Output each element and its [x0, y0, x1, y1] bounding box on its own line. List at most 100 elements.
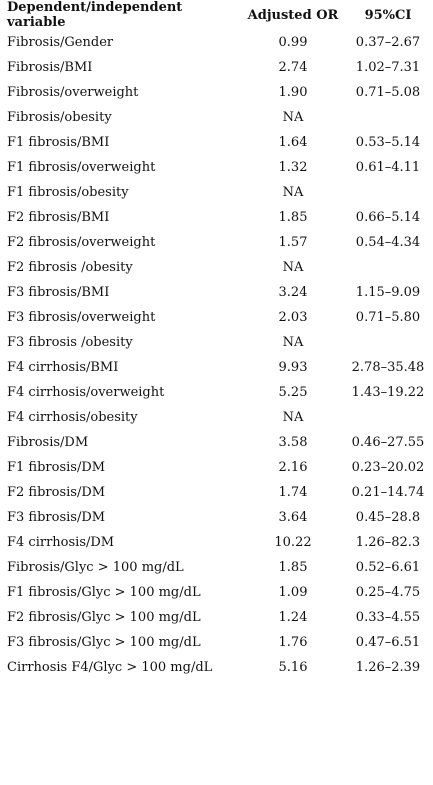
table-row: F4 cirrhosis/obesity NA: [0, 405, 433, 430]
table-row: F3 fibrosis/Glyc > 100 mg/dL 1.76 0.47–6.5…: [0, 630, 433, 655]
cell-adjusted-or: 1.32: [278, 160, 308, 175]
cell-adjusted-or: NA: [282, 260, 304, 275]
cell-adjusted-or: NA: [282, 410, 304, 425]
cell-adjusted-or: 1.76: [278, 635, 308, 650]
table-row: F1 fibrosis/Glyc > 100 mg/dL 1.09 0.25–4.7…: [0, 580, 433, 605]
cell-adjusted-or: NA: [282, 185, 304, 200]
table-row: F2 fibrosis/Glyc > 100 mg/dL 1.24 0.33–4.5…: [0, 605, 433, 630]
cell-ci: 0.71–5.08: [355, 85, 421, 100]
table-row: F2 fibrosis /obesity NA: [0, 255, 433, 280]
cell-variable: F1 fibrosis/obesity: [7, 185, 129, 200]
table-row: F3 fibrosis/BMI 3.24 1.15–9.09: [0, 280, 433, 305]
cell-ci: 0.71–5.80: [355, 310, 421, 325]
cell-adjusted-or: 5.16: [278, 660, 308, 675]
table-row: Fibrosis/obesity NA: [0, 105, 433, 130]
cell-variable: F2 fibrosis/DM: [7, 485, 106, 500]
table-body: Fibrosis/Gender 0.99 0.37–2.67 Fibrosis/BMI…: [0, 30, 433, 680]
cell-adjusted-or: 3.64: [278, 510, 308, 525]
cell-ci: [343, 180, 433, 205]
cell-variable: F4 cirrhosis/overweight: [7, 385, 165, 400]
cell-ci: [343, 330, 433, 355]
table-row: F4 cirrhosis/overweight 5.25 1.43–19.22: [0, 380, 433, 405]
cell-adjusted-or: 10.22: [274, 535, 312, 550]
table-row: Fibrosis/overweight 1.90 0.71–5.08: [0, 80, 433, 105]
cell-adjusted-or: 5.25: [278, 385, 308, 400]
cell-adjusted-or: 2.74: [278, 60, 308, 75]
header-adjusted-or: Adjusted OR: [247, 7, 339, 23]
cell-variable: Fibrosis/overweight: [7, 85, 139, 100]
cell-ci: 0.61–4.11: [355, 160, 421, 175]
cell-ci: 1.43–19.22: [351, 385, 425, 400]
cell-ci: 0.37–2.67: [355, 35, 421, 50]
table-row: F3 fibrosis/DM 3.64 0.45–28.8: [0, 505, 433, 530]
cell-ci: 0.53–5.14: [355, 135, 421, 150]
cell-adjusted-or: 9.93: [278, 360, 308, 375]
table-row: F3 fibrosis/overweight 2.03 0.71–5.80: [0, 305, 433, 330]
cell-variable: Fibrosis/obesity: [7, 110, 112, 125]
cell-ci: 1.15–9.09: [355, 285, 421, 300]
cell-variable: Fibrosis/Gender: [7, 35, 114, 50]
cell-variable: F3 fibrosis/DM: [7, 510, 106, 525]
table-header: Dependent/independent variable Adjusted …: [0, 0, 433, 30]
cell-variable: Fibrosis/DM: [7, 435, 89, 450]
cell-variable: F3 fibrosis/BMI: [7, 285, 110, 300]
cell-adjusted-or: NA: [282, 110, 304, 125]
table-row: F2 fibrosis/DM 1.74 0.21–14.74: [0, 480, 433, 505]
cell-ci: 0.21–14.74: [351, 485, 425, 500]
cell-ci: [343, 405, 433, 430]
table-row: Fibrosis/Gender 0.99 0.37–2.67: [0, 30, 433, 55]
cell-variable: Fibrosis/BMI: [7, 60, 93, 75]
cell-adjusted-or: 1.24: [278, 610, 308, 625]
cell-ci: [343, 105, 433, 130]
cell-adjusted-or: 1.74: [278, 485, 308, 500]
cell-ci: 0.46–27.55: [351, 435, 425, 450]
cell-variable: F2 fibrosis/overweight: [7, 235, 156, 250]
table-row: F1 fibrosis/overweight 1.32 0.61–4.11: [0, 155, 433, 180]
cell-variable: F3 fibrosis/Glyc > 100 mg/dL: [7, 635, 201, 650]
header-ci: 95%CI: [364, 7, 412, 23]
header-row: Dependent/independent variable Adjusted …: [0, 0, 433, 30]
or-table-container: Dependent/independent variable Adjusted …: [0, 0, 433, 680]
cell-variable: F2 fibrosis /obesity: [7, 260, 133, 275]
table-row: F2 fibrosis/BMI 1.85 0.66–5.14: [0, 205, 433, 230]
cell-adjusted-or: 1.85: [278, 210, 308, 225]
cell-ci: 1.26–82.3: [355, 535, 421, 550]
cell-variable: F4 cirrhosis/obesity: [7, 410, 138, 425]
cell-ci: 0.54–4.34: [355, 235, 421, 250]
cell-variable: F1 fibrosis/Glyc > 100 mg/dL: [7, 585, 201, 600]
cell-variable: F4 cirrhosis/BMI: [7, 360, 119, 375]
cell-adjusted-or: 3.24: [278, 285, 308, 300]
table-row: F1 fibrosis/DM 2.16 0.23–20.02: [0, 455, 433, 480]
cell-adjusted-or: 2.16: [278, 460, 308, 475]
table-row: F1 fibrosis/BMI 1.64 0.53–5.14: [0, 130, 433, 155]
cell-ci: 0.66–5.14: [355, 210, 421, 225]
cell-adjusted-or: 3.58: [278, 435, 308, 450]
cell-ci: 0.25–4.75: [355, 585, 421, 600]
cell-ci: 0.52–6.61: [355, 560, 421, 575]
cell-adjusted-or: 1.57: [278, 235, 308, 250]
cell-ci: 2.78–35.48: [351, 360, 425, 375]
table-row: F1 fibrosis/obesity NA: [0, 180, 433, 205]
table-row: F3 fibrosis /obesity NA: [0, 330, 433, 355]
cell-variable: F4 cirrhosis/DM: [7, 535, 115, 550]
cell-variable: F1 fibrosis/overweight: [7, 160, 156, 175]
cell-adjusted-or: NA: [282, 335, 304, 350]
cell-ci: 1.02–7.31: [355, 60, 421, 75]
cell-ci: 0.47–6.51: [355, 635, 421, 650]
table-row: F4 cirrhosis/BMI 9.93 2.78–35.48: [0, 355, 433, 380]
cell-adjusted-or: 1.09: [278, 585, 308, 600]
table-row: F4 cirrhosis/DM 10.22 1.26–82.3: [0, 530, 433, 555]
cell-variable: F2 fibrosis/Glyc > 100 mg/dL: [7, 610, 201, 625]
cell-ci: 0.33–4.55: [355, 610, 421, 625]
cell-adjusted-or: 1.90: [278, 85, 308, 100]
cell-variable: F3 fibrosis /obesity: [7, 335, 133, 350]
cell-adjusted-or: 0.99: [278, 35, 308, 50]
cell-variable: Fibrosis/Glyc > 100 mg/dL: [7, 560, 184, 575]
cell-adjusted-or: 1.85: [278, 560, 308, 575]
cell-variable: F3 fibrosis/overweight: [7, 310, 156, 325]
cell-ci: 0.23–20.02: [351, 460, 425, 475]
cell-variable: F1 fibrosis/BMI: [7, 135, 110, 150]
header-variable: Dependent/independent variable: [7, 0, 183, 30]
cell-variable: Cirrhosis F4/Glyc > 100 mg/dL: [7, 660, 213, 675]
table-row: Fibrosis/BMI 2.74 1.02–7.31: [0, 55, 433, 80]
